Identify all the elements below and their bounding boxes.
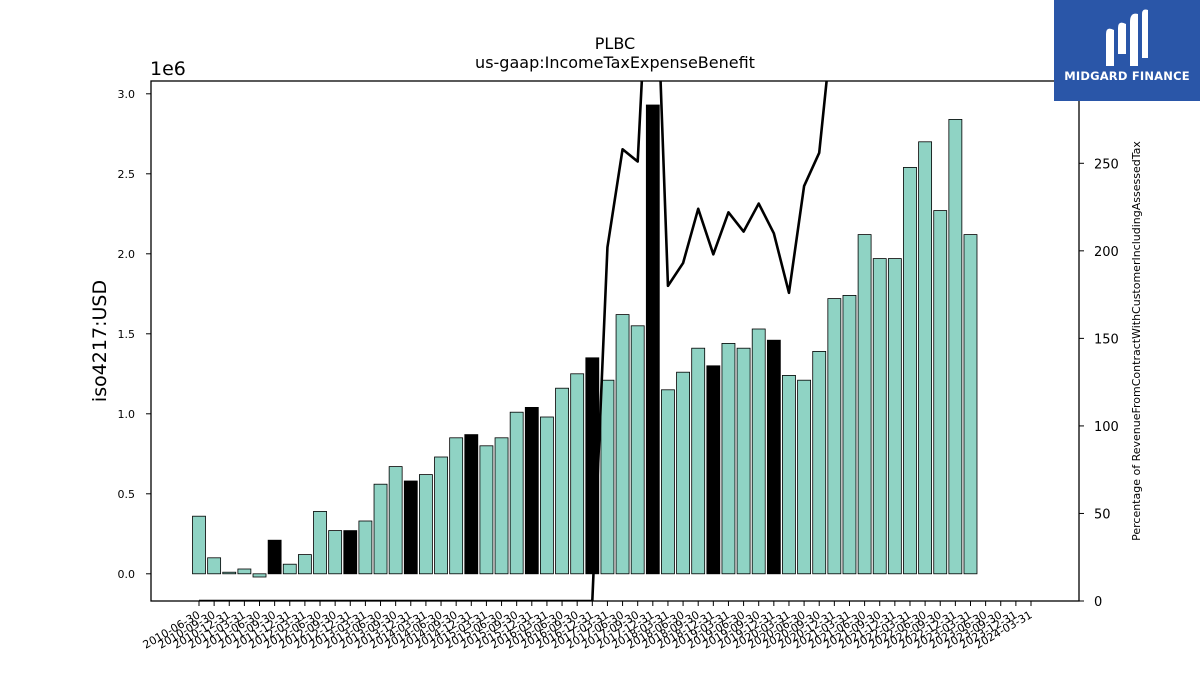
y2-tick-label: 50 [1094,507,1111,522]
bar-2021-03-31 [842,294,857,575]
bar-2013-03-31 [358,520,373,575]
y2-tick-label: 250 [1094,157,1119,172]
bar-2012-06-30 [313,510,327,575]
y-tick-label: 2.0 [118,248,136,261]
y2-tick-label: 150 [1094,332,1119,347]
chart-title: PLBC [595,34,635,53]
bar-2015-09-30 [509,411,524,575]
bar-2014-12-31 [464,434,479,575]
bar-2010-06-30 [192,515,206,575]
bar-2010-09-30 [207,557,222,575]
bar-2017-09-30 [630,325,645,575]
bar-2015-12-31 [524,406,539,575]
bar-2011-06-30 [252,573,267,578]
bar-2019-03-31 [721,342,736,575]
y-tick-label: 0.0 [118,568,136,581]
bar-2020-06-30 [797,379,811,575]
bar-2012-12-31 [343,530,358,575]
midgard-logo-icon [1106,9,1148,67]
ratio-line-0 [199,81,828,601]
bar-2019-06-30 [736,347,751,575]
y-tick-label: 3.0 [118,88,136,101]
midgard-finance-logo: MIDGARD FINANCE [1054,0,1200,101]
bar-2017-06-30 [615,314,630,575]
y-tick-label: 1.0 [118,408,136,421]
bar-2020-09-30 [812,350,827,575]
bar-2018-06-30 [676,371,690,575]
bar-2014-06-30 [434,456,448,575]
bar-2018-03-31 [661,389,675,575]
chart-subtitle: us-gaap:IncomeTaxExpenseBenefit [475,53,755,72]
y-tick-label: 2.5 [118,168,136,181]
bar-2012-03-31 [297,554,312,575]
bar-2012-09-30 [328,530,343,575]
bar-2021-09-30 [872,258,887,575]
y-offset-label: 1e6 [150,58,186,80]
bar-2018-09-30 [691,347,706,575]
bar-2017-03-31 [600,379,615,575]
bar-2010-12-31 [222,571,237,575]
bar-2011-03-31 [237,568,252,575]
y2-tick-label: 200 [1094,245,1119,260]
bar-2022-12-31 [948,119,963,575]
bar-2014-09-30 [449,437,464,575]
y2-axis-label: Percentage of RevenueFromContractWithCus… [1130,141,1143,541]
y-axis-label: iso4217:USD [89,280,111,402]
plot-frame [150,80,1080,602]
bar-2013-12-31 [403,480,418,575]
bar-2018-12-31 [706,365,721,575]
logo-text: MIDGARD FINANCE [1064,69,1190,83]
y-tick-label: 0.5 [118,488,136,501]
bar-2017-12-31 [645,104,660,575]
bar-2020-03-31 [782,374,796,575]
bar-2013-09-30 [388,466,403,575]
bar-2021-06-30 [857,234,872,575]
bar-2016-09-30 [570,373,585,575]
bar-2011-09-30 [267,539,282,575]
bar-2022-03-31 [903,166,917,575]
bar-2016-06-30 [555,387,569,575]
bar-2022-06-30 [918,141,933,575]
bar-2022-09-30 [933,210,948,575]
bar-2013-06-30 [373,483,388,575]
bar-2020-12-31 [827,298,842,575]
bar-2015-06-30 [494,437,509,575]
bar-2023-03-31 [963,234,978,575]
bar-2019-12-31 [766,339,781,575]
bar-2016-03-31 [540,416,554,575]
bar-2019-09-30 [751,328,766,575]
bar-2011-12-31 [282,563,297,575]
y-tick-label: 1.5 [118,328,136,341]
y2-tick-label: 100 [1094,420,1119,435]
bar-2021-12-31 [887,258,902,575]
y2-tick-label: 0 [1094,595,1102,610]
bar-2014-03-31 [419,474,433,575]
bar-2015-03-31 [479,445,494,575]
